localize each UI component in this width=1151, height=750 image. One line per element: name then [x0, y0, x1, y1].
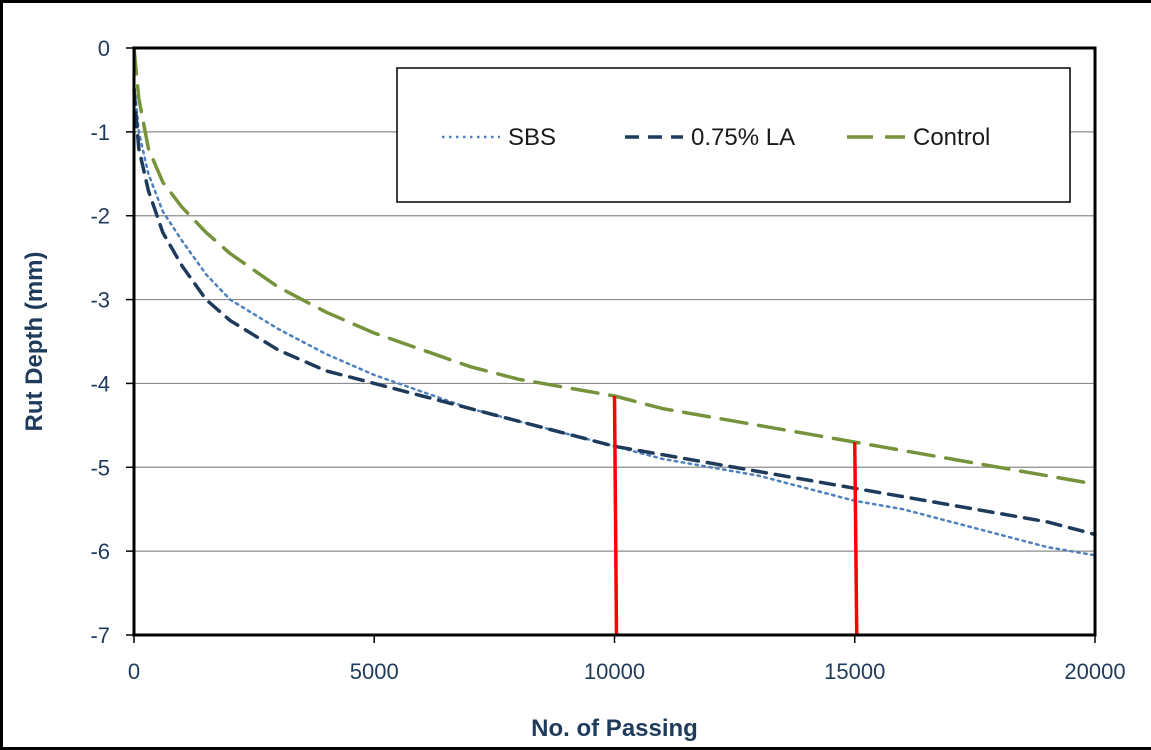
y-tick-label: -4	[90, 371, 110, 396]
red-marker-0	[612, 395, 619, 636]
x-tick-label: 10000	[584, 659, 645, 684]
red-marker-lines	[612, 395, 859, 636]
y-tick-label: -2	[90, 204, 110, 229]
legend: SBS 0.75% LA Control	[396, 67, 1071, 203]
series-line-1	[132, 88, 1097, 537]
x-tick-label: 0	[128, 659, 140, 684]
y-axis-tick-labels: 0 -1 -2 -3 -4 -5 -6 -7	[90, 36, 134, 648]
x-axis-title: No. of Passing	[531, 715, 698, 742]
y-tick-label: -6	[90, 539, 110, 564]
x-axis-tick-labels: 0 5000 10000 15000 20000	[128, 635, 1126, 684]
legend-box	[396, 67, 1071, 203]
y-axis-title: Rut Depth (mm)	[21, 252, 48, 432]
y-tick-label: 0	[98, 36, 110, 61]
legend-label-sbs: SBS	[508, 124, 556, 151]
y-tick-label: -3	[90, 288, 110, 313]
y-tick-label: -1	[90, 120, 110, 145]
y-tick-label: -5	[90, 455, 110, 480]
series-lines	[132, 46, 1097, 557]
legend-label-la: 0.75% LA	[691, 124, 795, 151]
x-tick-label: 15000	[824, 659, 885, 684]
x-tick-label: 5000	[350, 659, 399, 684]
x-tick-label: 20000	[1064, 659, 1125, 684]
legend-label-control: Control	[913, 124, 990, 151]
series-line-2	[132, 46, 1097, 486]
red-marker-1	[853, 442, 859, 636]
y-tick-label: -7	[90, 623, 110, 648]
